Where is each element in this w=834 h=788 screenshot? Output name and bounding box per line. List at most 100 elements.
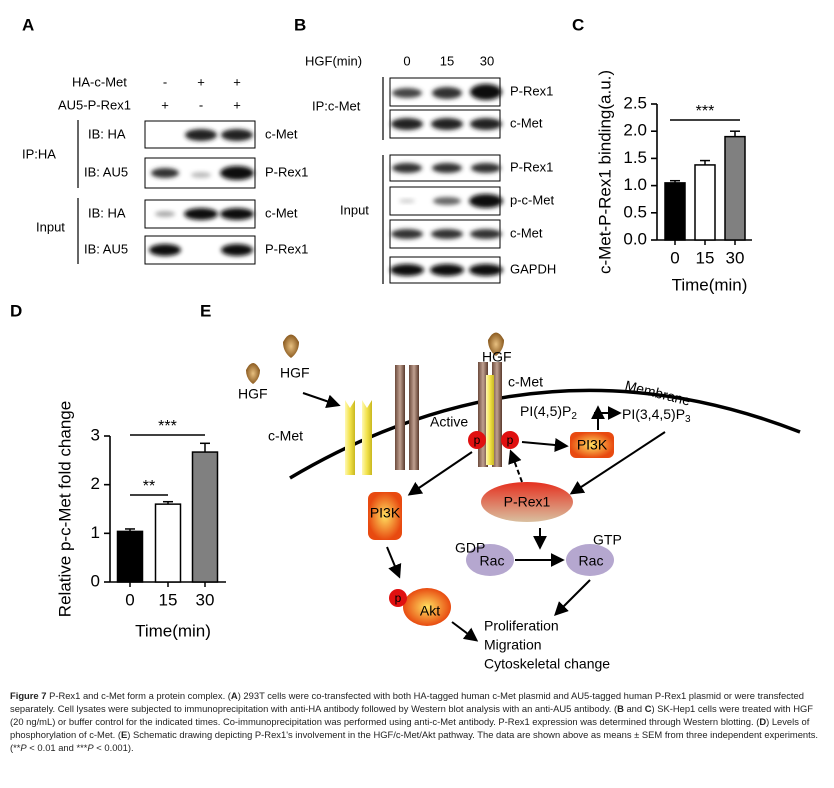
time-header: HGF(min) [305, 53, 362, 68]
lipid-text: PI(3,4,5)P [622, 406, 685, 422]
time-label: 15 [440, 53, 454, 68]
bar [116, 530, 144, 583]
hgf-label: HGF [482, 349, 512, 365]
bar [664, 182, 686, 241]
protein-label: Rac [480, 553, 505, 569]
phospho-site [468, 431, 486, 449]
group-label: IP:c-Met [312, 98, 361, 113]
y-tick-label: 2 [91, 474, 100, 493]
caption-text: B [617, 702, 624, 714]
bar [191, 451, 219, 583]
blot-target: c-Met [265, 205, 298, 220]
panel-label: D [10, 301, 22, 320]
blot-target: GAPDH [510, 261, 556, 276]
significance-label: *** [158, 418, 177, 435]
outcome: Cytoskeletal change [484, 656, 610, 672]
lipid-label: PI(4,5)P2 [520, 403, 577, 422]
caption-text: A [230, 690, 238, 701]
caption-text: Figure 7 [10, 690, 47, 701]
blot-target: c-Met [510, 225, 543, 240]
caption-text: ) SK-Hep1 cells were treated with HGF (2… [10, 702, 814, 727]
phospho-label: p [474, 433, 481, 447]
lipid-label: PI(3,4,5)P3 [622, 406, 691, 425]
panel-label: E [200, 301, 211, 320]
caption-text: ) 293T cells were co-transfected with bo… [10, 690, 804, 714]
rac [466, 544, 514, 576]
x-axis-label: Time(min) [672, 275, 748, 294]
rac [566, 544, 614, 576]
y-tick-label: 1.0 [623, 175, 647, 194]
pi3k [368, 492, 402, 540]
hgf-ligand [246, 332, 504, 384]
y-tick-label: 2.0 [623, 121, 647, 140]
protein-label: Akt [420, 603, 440, 619]
akt [403, 588, 451, 626]
bar [694, 164, 716, 241]
y-tick-label: 1 [91, 523, 100, 542]
protein-label: Rac [579, 553, 604, 569]
x-tick-label: 0 [125, 590, 134, 609]
hgf-label: HGF [280, 365, 310, 381]
sign: - [199, 97, 203, 112]
protein-label: PI3K [370, 505, 401, 521]
caption-text: ) Schematic drawing depicting P-Rex1's i… [10, 728, 819, 753]
outcome: Migration [484, 637, 542, 653]
y-tick-label: 1.5 [623, 148, 647, 167]
panel-label: A [22, 15, 34, 34]
caption-text: and [623, 702, 645, 714]
caption-text: < 0.001). [93, 741, 134, 753]
caption-text: ) Levels of phosphorylation of c-Met. ( [10, 715, 810, 740]
condition-label: HA-c-Met [72, 74, 127, 89]
caption-text: D [759, 715, 767, 727]
y-tick-label: 2.5 [623, 93, 647, 112]
protein-label: P-Rex1 [504, 494, 551, 510]
blot-target: P-Rex1 [510, 159, 553, 174]
sign: + [233, 74, 241, 89]
lipid-subscript: 2 [571, 411, 577, 422]
time-label: 30 [480, 53, 494, 68]
panel-label: C [572, 15, 584, 34]
state-label: Active [430, 414, 468, 430]
pi3k [570, 432, 614, 458]
caption-text: < 0.01 and *** [26, 741, 88, 753]
arrows [302, 392, 666, 642]
bar [724, 135, 746, 241]
membrane [289, 388, 801, 480]
membrane-label: Membrane [623, 377, 692, 409]
y-axis-label: Relative p-c-Met fold change [55, 401, 74, 617]
time-label: 0 [403, 53, 410, 68]
blot-target: p-c-Met [510, 192, 554, 207]
ib-label: IB: HA [88, 205, 126, 220]
x-tick-label: 0 [670, 248, 679, 267]
x-tick-label: 30 [726, 248, 745, 267]
p-rex1 [481, 482, 573, 522]
x-tick-label: 30 [196, 590, 215, 609]
blot-target: P-Rex1 [265, 241, 308, 256]
blot-target: P-Rex1 [510, 83, 553, 98]
caption-text: P [87, 741, 94, 753]
y-tick-label: 0 [91, 571, 100, 590]
pathway-diagram: HGF HGF HGF c-Met c-Met Active Membrane … [238, 332, 801, 672]
sign: + [197, 74, 205, 89]
panel-a: HA-c-Met - + + AU5-P-Rex1 + - + IP:HA In… [22, 74, 308, 265]
caption-text: C [644, 702, 652, 714]
outcome: Proliferation [484, 618, 559, 634]
protein-label: PI3K [577, 437, 608, 453]
phospho-site [501, 431, 519, 449]
nucleotide-label: GTP [593, 532, 622, 548]
x-tick-label: 15 [159, 590, 178, 609]
lipid-subscript: 3 [685, 414, 691, 425]
nucleotide-label: GDP [455, 540, 485, 556]
y-tick-label: 0.5 [623, 202, 647, 221]
significance-label: ** [143, 478, 155, 495]
bar [154, 503, 182, 583]
condition-label: AU5-P-Rex1 [58, 97, 131, 112]
group-label: IP:HA [22, 146, 56, 161]
blot-target: c-Met [510, 115, 543, 130]
group-label: Input [36, 219, 65, 234]
blot-target: c-Met [265, 126, 298, 141]
receptor [345, 362, 502, 475]
panel-b: HGF(min) 0 15 30 IP:c-Met Input P-Rex1 c… [305, 53, 556, 284]
ib-label: IB: HA [88, 126, 126, 141]
